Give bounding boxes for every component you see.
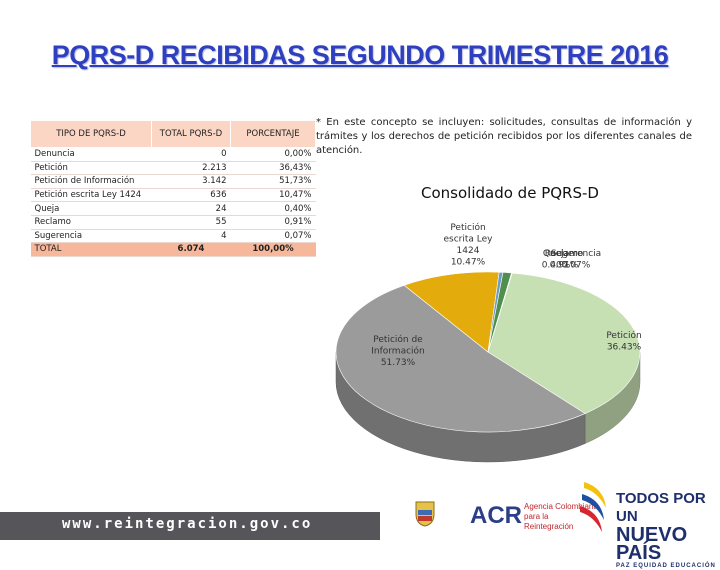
slice-label-petici-n: Petición 36.43% [606,330,641,353]
slice-label-sugerencia: Sugerencia 0.07% [551,249,601,271]
table-total-row: TOTAL 6.074 100,00% [30,242,316,257]
row-total: 55 [151,215,231,230]
pqrs-table: TIPO DE PQRS-D TOTAL PQRS-D PORCENTAJE D… [30,120,316,257]
page-title: PQRS-D RECIBIDAS SEGUNDO TRIMESTRE 2016 [51,40,669,70]
total-percent: 100,00% [230,242,316,257]
acr-subtitle: Agencia Colombiana para la Reintegración [524,502,598,531]
slice-label-queja: Queja 0.40% [542,249,571,271]
pie-chart: Petición 36.43% Petición de Información 51.7… [335,222,642,463]
row-percent: 0,91% [230,215,316,230]
table-row: Petición 2.213 36,43% [30,161,316,176]
row-percent: 36,43% [230,161,316,176]
gov-logo: TODOS POR UN NUEVO PAÍS PAZ EQUIDAD EDUC… [616,490,720,570]
table-row: Reclamo 55 0,91% [30,215,316,230]
pie-slice-petici-n-escrita-ley-1424 [403,271,500,353]
row-type: Sugerencia [30,229,152,244]
row-type: Petición de Información [30,174,152,189]
slice-label-reclamo: Reclamo 0.91% [545,249,584,271]
row-type: Petición [30,161,152,176]
pie-slice-petici-n-de-informaci-n [335,284,586,433]
row-percent: 0,07% [230,229,316,244]
slice-label-petici-n-de-informaci-n: Petición de Información 51.73% [371,334,425,368]
row-percent: 0,40% [230,201,316,216]
slice-label-petici-n-escrita-ley-1424: Petición escrita Ley 1424 10.47% [444,222,494,268]
footer-bar [0,512,380,540]
row-total: 24 [151,201,231,216]
row-type: Denuncia [30,147,152,162]
header-tipo: TIPO DE PQRS-D [30,120,152,148]
row-total: 2.213 [151,161,231,176]
gov-logo-line2: NUEVO PAÍS [616,524,688,564]
table-row: Petición de Información 3.142 51,73% [30,174,316,189]
acr-logo: ACR [470,502,522,529]
row-type: Petición escrita Ley 1424 [30,188,152,203]
chart-title: Consolidado de PQRS-D [421,184,599,202]
row-percent: 10,47% [230,188,316,203]
row-total: 3.142 [151,174,231,189]
footer-url[interactable]: www.reintegracion.gov.co [62,516,313,532]
row-percent: 51,73% [230,174,316,189]
row-type: Queja [30,201,152,216]
gov-logo-icon [580,482,606,532]
footnote-text: * En este concepto se incluyen: solicitu… [316,117,692,156]
row-percent: 0,00% [230,147,316,162]
header-porcentaje: PORCENTAJE [230,120,316,148]
row-total: 0 [151,147,231,162]
total-count: 6.074 [151,242,231,257]
row-total: 636 [151,188,231,203]
row-total: 4 [151,229,231,244]
table-row: Queja 24 0,40% [30,201,316,216]
gov-logo-line1: TODOS POR UN [616,490,706,525]
table-row: Petición escrita Ley 1424 636 10,47% [30,188,316,203]
total-label: TOTAL [30,242,152,257]
pie-slice-petici-n [487,272,641,414]
header-total: TOTAL PQRS-D [151,120,231,148]
table-row: Sugerencia 4 0,07% [30,229,316,244]
gov-logo-line3: PAZ EQUIDAD EDUCACIÓN [616,563,716,569]
coat-of-arms-icon [415,501,435,527]
table-row: Denuncia 0 0,00% [30,147,316,162]
pie-slice-sugerencia [487,272,513,353]
row-type: Reclamo [30,215,152,230]
